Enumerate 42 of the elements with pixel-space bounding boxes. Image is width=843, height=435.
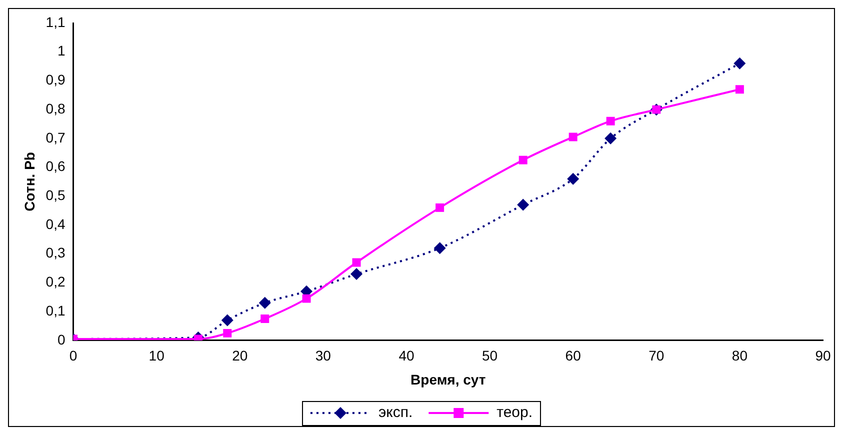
y-tick-label: 0,3 bbox=[46, 244, 66, 261]
point bbox=[518, 156, 528, 164]
y-tick-label: 1,1 bbox=[46, 14, 66, 30]
x-axis-title: Время, сут bbox=[410, 371, 486, 388]
point bbox=[223, 328, 232, 338]
legend-label: теор. bbox=[496, 404, 533, 422]
y-tick-label: 0,7 bbox=[46, 129, 66, 146]
point bbox=[260, 314, 270, 323]
legend-label: эксп. bbox=[378, 404, 413, 422]
y-axis-title: Сотн. Pb bbox=[21, 152, 38, 212]
y-tick-label: 0,8 bbox=[46, 100, 66, 116]
x-tick-label: 0 bbox=[69, 348, 78, 364]
x-tick-label: 30 bbox=[315, 348, 332, 364]
point bbox=[606, 116, 615, 126]
x-tick-label: 70 bbox=[648, 348, 664, 364]
y-tick-label: 0,9 bbox=[46, 72, 66, 88]
x-tick-label: 20 bbox=[232, 348, 248, 364]
point bbox=[221, 314, 234, 326]
point bbox=[568, 132, 578, 142]
point bbox=[258, 296, 271, 309]
y-tick-label: 0,2 bbox=[46, 274, 66, 290]
y-tick-label: 0,6 bbox=[46, 158, 66, 174]
point bbox=[567, 172, 580, 185]
point bbox=[434, 242, 446, 254]
x-tick-label: 40 bbox=[398, 348, 414, 364]
point bbox=[604, 132, 617, 144]
x-tick-label: 90 bbox=[815, 348, 831, 364]
y-tick-label: 0,1 bbox=[46, 302, 66, 318]
y-tick-label: 0,5 bbox=[46, 186, 66, 203]
point bbox=[302, 294, 311, 303]
point bbox=[734, 57, 746, 70]
y-tick-label: 0 bbox=[57, 331, 66, 348]
point bbox=[735, 85, 744, 94]
x-tick-label: 10 bbox=[148, 348, 165, 364]
x-tick-label: 80 bbox=[732, 348, 748, 364]
point bbox=[436, 203, 444, 212]
point bbox=[517, 198, 530, 211]
y-tick-label: 0,4 bbox=[46, 216, 66, 232]
x-tick-label: 60 bbox=[565, 348, 582, 364]
y-tick-label: 1 bbox=[57, 42, 66, 59]
point bbox=[350, 268, 362, 280]
x-tick-label: 50 bbox=[482, 348, 498, 364]
